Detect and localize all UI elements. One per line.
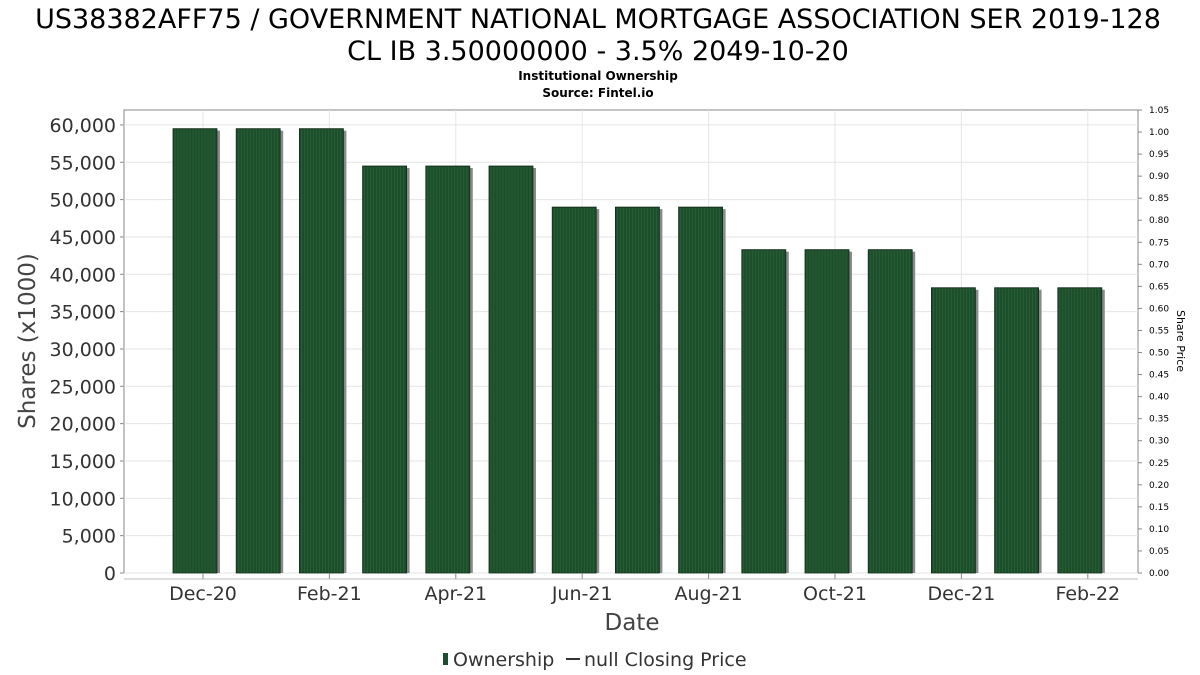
y-tick-label: 15,000 [50,451,116,473]
y2-tick-label: 0.00 [1149,569,1169,579]
x-tick-label: Dec-21 [927,583,995,605]
y2-tick-label: 0.30 [1149,437,1169,447]
chart-title-line-1: US38382AFF75 / GOVERNMENT NATIONAL MORTG… [35,4,1161,35]
y2-tick-label: 0.90 [1149,172,1169,182]
x-tick-label: Oct-21 [803,583,867,605]
y2-axis-ticks: 0.00 0.05 0.10 0.15 0.20 0.25 0.30 0.35 0.40 0.45… [1138,106,1169,579]
y2-tick-label: 0.80 [1149,216,1169,226]
y-tick-label: 55,000 [50,152,116,174]
x-tick-label: Jun-21 [551,583,613,605]
bars-group [172,128,1105,574]
y2-tick-label: 0.95 [1149,150,1169,160]
bar [298,128,344,574]
bar [488,165,534,574]
y-tick-label: 0 [104,563,116,585]
bar [678,206,723,574]
y-tick-label: 25,000 [50,376,116,398]
y-tick-label: 60,000 [50,115,116,137]
y2-tick-label: 0.25 [1149,459,1169,469]
bar [362,165,408,574]
x-axis-label: Date [605,610,660,636]
y2-tick-label: 0.65 [1149,282,1169,292]
x-tick-label: Feb-21 [297,583,362,605]
y2-tick-label: 0.55 [1149,326,1169,336]
y-tick-label: 50,000 [50,190,116,212]
y2-tick-label: 0.10 [1149,525,1169,535]
chart-title-line-2: CL IB 3.50000000 - 3.5% 2049-10-20 [347,36,849,67]
legend: Ownership null Closing Price [443,649,747,671]
x-tick-label: Apr-21 [424,583,487,605]
y2-tick-label: 0.15 [1149,503,1169,513]
y-tick-label: 45,000 [50,227,116,249]
y2-tick-label: 0.40 [1149,393,1169,403]
y-tick-label: 35,000 [50,302,116,324]
y2-tick-label: 0.35 [1149,415,1169,425]
y2-tick-label: 0.05 [1149,547,1169,557]
y2-tick-label: 0.85 [1149,194,1169,204]
bar [235,128,281,574]
bar [867,249,913,574]
x-tick-label: Dec-20 [169,583,237,605]
legend-ownership-swatch [443,653,448,665]
y-axis-ticks: 0 5,000 10,000 15,000 20,000 25,000 30,000 35,0… [50,115,124,585]
bar [172,128,218,574]
legend-ownership-label: Ownership [453,649,554,671]
bar [551,206,597,574]
y2-tick-label: 1.00 [1149,128,1169,138]
y2-tick-label: 0.70 [1149,260,1169,270]
bar [1057,287,1103,574]
bar [615,206,660,574]
bar [741,249,787,574]
x-axis-ticks: Dec-20 Feb-21 Apr-21 Jun-21 Aug-21 Oct-21 Dec-… [124,573,1138,605]
bar [931,287,976,574]
y-tick-label: 5,000 [62,526,116,548]
x-tick-label: Feb-22 [1055,583,1120,605]
y2-tick-label: 1.05 [1149,106,1169,116]
bar [994,287,1039,574]
chart-subtitle-line-2: Source: Fintel.io [542,86,653,100]
chart-subtitle-line-1: Institutional Ownership [518,69,678,83]
y2-tick-label: 0.50 [1149,349,1169,359]
y-tick-label: 20,000 [50,414,116,436]
y2-tick-label: 0.60 [1149,304,1169,314]
y-tick-label: 30,000 [50,339,116,361]
y2-tick-label: 0.20 [1149,481,1169,491]
bar [804,249,850,574]
x-tick-label: Aug-21 [675,583,743,605]
y2-tick-label: 0.75 [1149,238,1169,248]
y2-tick-label: 0.45 [1149,371,1169,381]
y-tick-label: 10,000 [50,488,116,510]
y-tick-label: 40,000 [50,264,116,286]
y2-axis-label: Share Price [1174,310,1187,372]
legend-closing-price-label: null Closing Price [584,649,747,671]
y-axis-label: Shares (x1000) [15,253,41,429]
bar [425,165,471,574]
